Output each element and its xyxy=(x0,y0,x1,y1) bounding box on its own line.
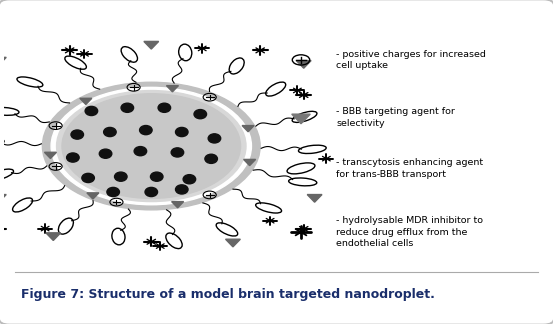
Polygon shape xyxy=(292,114,310,124)
Ellipse shape xyxy=(150,172,163,181)
Polygon shape xyxy=(144,41,159,49)
Ellipse shape xyxy=(208,134,221,143)
Ellipse shape xyxy=(114,172,127,181)
Polygon shape xyxy=(166,86,179,92)
Ellipse shape xyxy=(183,175,196,184)
Polygon shape xyxy=(0,194,6,202)
Ellipse shape xyxy=(121,103,134,112)
Ellipse shape xyxy=(175,127,188,137)
Circle shape xyxy=(62,94,241,198)
Circle shape xyxy=(43,82,260,210)
Text: - transcytosis enhancing agent
for trans-BBB transport: - transcytosis enhancing agent for trans… xyxy=(336,158,483,179)
Circle shape xyxy=(51,87,252,205)
Polygon shape xyxy=(87,193,99,199)
Ellipse shape xyxy=(145,187,158,197)
Polygon shape xyxy=(80,98,92,105)
Polygon shape xyxy=(226,239,241,247)
Ellipse shape xyxy=(139,125,152,135)
Polygon shape xyxy=(242,125,254,132)
Circle shape xyxy=(56,90,246,202)
Ellipse shape xyxy=(103,127,116,137)
Polygon shape xyxy=(44,152,56,158)
Text: Figure 7: Structure of a model brain targeted nanodroplet.: Figure 7: Structure of a model brain tar… xyxy=(20,288,435,301)
Ellipse shape xyxy=(171,148,184,157)
Polygon shape xyxy=(46,233,61,240)
Ellipse shape xyxy=(194,110,206,119)
Polygon shape xyxy=(296,61,311,68)
Ellipse shape xyxy=(134,146,147,156)
Text: - BBB targeting agent for
selectivity: - BBB targeting agent for selectivity xyxy=(336,107,455,128)
Ellipse shape xyxy=(82,173,95,182)
Ellipse shape xyxy=(107,187,119,197)
Ellipse shape xyxy=(100,149,112,158)
Ellipse shape xyxy=(205,154,217,163)
Text: - positive charges for increased
cell uptake: - positive charges for increased cell up… xyxy=(336,50,486,70)
Text: - hydrolysable MDR inhibitor to
reduce drug efflux from the
endothelial cells: - hydrolysable MDR inhibitor to reduce d… xyxy=(336,216,483,249)
Polygon shape xyxy=(0,57,6,65)
Ellipse shape xyxy=(71,130,84,139)
Ellipse shape xyxy=(175,185,188,194)
Polygon shape xyxy=(171,202,184,208)
Polygon shape xyxy=(307,194,322,202)
Ellipse shape xyxy=(66,153,79,162)
Ellipse shape xyxy=(158,103,171,112)
Ellipse shape xyxy=(85,106,98,116)
Polygon shape xyxy=(244,159,255,166)
